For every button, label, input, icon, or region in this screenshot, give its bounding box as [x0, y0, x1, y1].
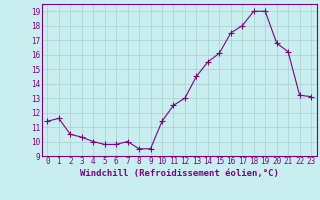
- X-axis label: Windchill (Refroidissement éolien,°C): Windchill (Refroidissement éolien,°C): [80, 169, 279, 178]
